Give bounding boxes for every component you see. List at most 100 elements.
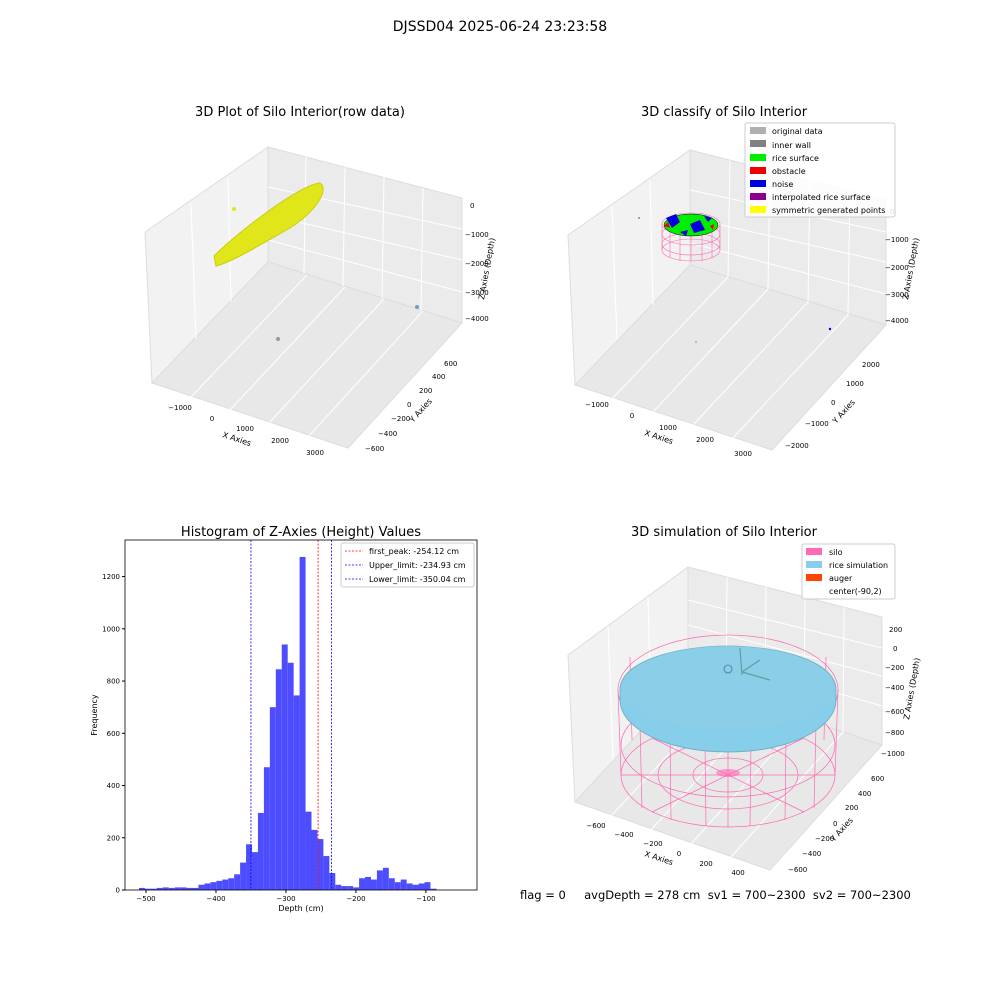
y-tick-label: 0 — [833, 820, 837, 828]
y-tick-label: −200 — [815, 835, 834, 843]
legend-swatch — [750, 206, 766, 213]
x-tick-label: −500 — [136, 895, 155, 903]
histogram-bar — [210, 882, 217, 890]
y-tick-label: −400 — [802, 850, 821, 858]
legend-frame — [340, 542, 475, 588]
original-outlier-point — [695, 341, 697, 343]
y-tick-label: 600 — [444, 360, 457, 368]
legend-swatch — [806, 574, 822, 581]
legend-label: first_peak: -254.12 cm — [369, 547, 459, 556]
histogram-bar — [138, 887, 145, 890]
z-tick-label: −1000 — [465, 231, 489, 239]
x-tick-label: −300 — [276, 895, 295, 903]
legend: silo rice simulation auger center(-90,2) — [801, 543, 896, 600]
histogram-bar — [246, 844, 253, 890]
y-tick-label: 1000 — [102, 625, 120, 633]
legend-label: center(-90,2) — [829, 587, 882, 596]
center-marker — [723, 664, 733, 674]
legend-label: interpolated rice surface — [772, 193, 870, 202]
y-tick-label: 600 — [107, 730, 120, 738]
z-tick-label: −3000 — [885, 291, 909, 299]
legend-swatch — [806, 561, 822, 568]
histogram-bars — [138, 556, 437, 890]
histogram-legend: first_peak: -254.12 cm Upper_limit: -234… — [340, 542, 475, 588]
raw-points — [213, 182, 419, 341]
y-tick-label: 1200 — [102, 573, 120, 581]
y-tick-label: 200 — [419, 387, 432, 395]
x-ticks: −1000 0 1000 2000 3000 — [168, 404, 324, 457]
noise-points — [666, 214, 712, 236]
histogram-bar — [341, 886, 348, 890]
x-tick-label: −200 — [346, 895, 365, 903]
histogram-bar — [400, 879, 407, 890]
histogram-bar — [347, 886, 354, 890]
histogram-bar — [180, 887, 187, 890]
legend-label: rice simulation — [829, 561, 888, 570]
z-tick-label: −400 — [885, 684, 904, 692]
histogram-y-ticks: 0 200 400 600 800 1000 1200 — [102, 573, 125, 895]
legend-swatch — [750, 193, 766, 200]
z-tick-label: −200 — [885, 664, 904, 672]
histogram-ref-lines — [250, 540, 332, 890]
x-tick-label: 0 — [677, 850, 681, 858]
histogram-bar — [293, 695, 300, 890]
z-tick-label: −800 — [885, 729, 904, 737]
histogram-x-ticks: −500 −400 −300 −200 −100 — [136, 890, 436, 903]
histogram-bar — [329, 873, 336, 890]
histogram-y-axis-label: Frequency — [90, 694, 99, 736]
panel-raw-3d: 3D Plot of Silo Interior(row data) 0 −10… — [144, 105, 497, 457]
y-tick-label: 400 — [107, 782, 120, 790]
panel-classify-3d-title: 3D classify of Silo Interior — [641, 105, 808, 120]
z-axis-label: Z Axies (Depth) — [477, 237, 497, 300]
histogram-bar — [299, 556, 306, 890]
classified-points — [638, 213, 832, 343]
z-tick-label: 0 — [893, 645, 897, 653]
y-tick-label: 2000 — [862, 361, 880, 369]
rice-surface-top — [622, 646, 834, 730]
rice-simulation-surface — [619, 645, 837, 753]
z-tick-label: −600 — [885, 708, 904, 716]
histogram-bar — [234, 874, 241, 890]
histogram-title: Histogram of Z-Axies (Height) Values — [181, 525, 421, 540]
x-tick-label: 0 — [210, 415, 214, 423]
figure-suptitle: DJSSD04 2025-06-24 23:23:58 — [393, 19, 607, 35]
x-ticks: −600 −400 −200 0 200 400 — [586, 822, 744, 877]
legend-label: silo — [829, 548, 843, 557]
histogram-bar — [275, 669, 282, 890]
auger — [723, 647, 771, 681]
z-tick-label: −1000 — [885, 236, 909, 244]
y-ticks: 2000 1000 0 −1000 −2000 — [785, 361, 880, 450]
legend-label: Lower_limit: -350.04 cm — [369, 575, 466, 584]
raw-point-cloud — [213, 182, 324, 267]
x-tick-label: 200 — [699, 860, 712, 868]
z-tick-label: −2000 — [885, 264, 909, 272]
raw-outlier-point — [415, 305, 419, 309]
legend-frame — [801, 543, 896, 600]
histogram-bar — [144, 888, 151, 890]
legend-label: symmetric generated points — [772, 206, 885, 215]
x-axis-label: X Axies — [643, 849, 674, 867]
histogram-bar — [365, 876, 371, 890]
y-tick-label: 1000 — [846, 380, 864, 388]
x-ticks: −1000 0 1000 2000 3000 — [585, 401, 752, 458]
histogram-x-axis-label: Depth (cm) — [278, 904, 323, 913]
histogram-bar — [376, 870, 383, 890]
legend-label: obstacle — [772, 167, 806, 176]
y-tick-label: 400 — [432, 373, 445, 381]
legend-label: Upper_limit: -234.93 cm — [369, 561, 466, 570]
x-tick-label: 3000 — [734, 450, 752, 458]
x-tick-label: 0 — [630, 412, 634, 420]
histogram-bar — [370, 879, 377, 890]
x-tick-label: −100 — [416, 895, 435, 903]
z-tick-label: 0 — [470, 202, 474, 210]
histogram-bar — [287, 662, 294, 890]
histogram-bar — [228, 878, 235, 890]
histogram-bar — [424, 882, 431, 890]
histogram-bar — [257, 812, 264, 890]
histogram-bar — [269, 707, 276, 890]
y-tick-label: −2000 — [785, 442, 809, 450]
x-tick-label: 2000 — [696, 436, 714, 444]
z-tick-label: −4000 — [885, 317, 909, 325]
panel-classify-3d: 3D classify of Silo Interior — [567, 105, 921, 458]
